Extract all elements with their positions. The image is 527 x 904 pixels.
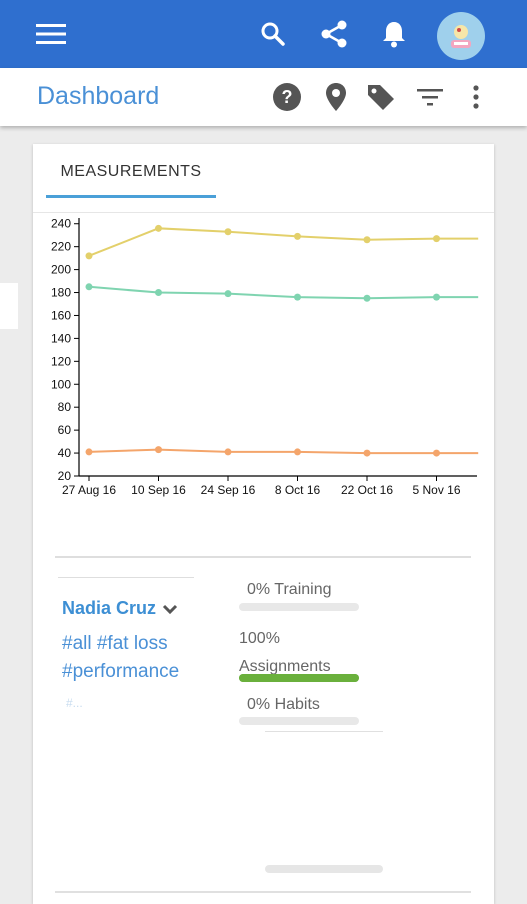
y-tick-label: 180 bbox=[51, 286, 71, 300]
location-pin-icon bbox=[326, 83, 346, 111]
more-tags: #... bbox=[66, 696, 83, 710]
data-point bbox=[85, 283, 93, 291]
data-point bbox=[224, 448, 232, 456]
series-line bbox=[88, 227, 479, 257]
divider bbox=[33, 212, 494, 213]
tab-measurements[interactable]: MEASUREMENTS bbox=[60, 163, 202, 180]
tag-icon bbox=[368, 85, 394, 110]
page-title: Dashboard bbox=[37, 82, 160, 110]
chevron-down-icon bbox=[162, 604, 178, 614]
data-point bbox=[433, 293, 440, 301]
help-icon: ? bbox=[273, 83, 301, 111]
data-point bbox=[433, 235, 440, 243]
data-point bbox=[363, 449, 371, 457]
tag-link[interactable]: #fat loss bbox=[96, 633, 168, 654]
divider bbox=[55, 556, 471, 558]
progress-bar-training bbox=[239, 603, 359, 611]
data-point bbox=[294, 293, 301, 301]
data-point bbox=[85, 448, 93, 456]
client-tags: #all #fat loss #performance bbox=[62, 630, 212, 686]
progress-label-habits: 0% Habits bbox=[247, 696, 320, 713]
filter-icon bbox=[417, 89, 443, 106]
avatar-image bbox=[451, 25, 471, 48]
x-tick-label: 24 Sep 16 bbox=[201, 483, 256, 497]
chart-svg: 20 40 60 80 100 120 140 160 180 200 220 240 27 Aug 1… bbox=[51, 217, 479, 497]
x-tick-label: 5 Nov 16 bbox=[412, 483, 460, 497]
progress-label-training: 0% Training bbox=[247, 581, 332, 598]
tab-indicator bbox=[46, 195, 216, 198]
y-tick-label: 140 bbox=[51, 331, 71, 345]
progress-bar-assignments bbox=[239, 674, 359, 682]
data-point bbox=[155, 289, 162, 297]
measurements-chart: 20 40 60 80 100 120 140 160 180 200 220 240 27 Aug 1… bbox=[33, 213, 494, 513]
page-toolbar: Dashboard ? bbox=[0, 68, 527, 126]
x-tick-label: 10 Sep 16 bbox=[131, 483, 186, 497]
svg-text:?: ? bbox=[282, 87, 293, 107]
x-tick-label: 22 Oct 16 bbox=[341, 483, 393, 497]
y-tick-label: 100 bbox=[51, 377, 71, 391]
menu-icon bbox=[36, 24, 66, 44]
series-line bbox=[88, 448, 479, 455]
divider bbox=[265, 731, 383, 732]
y-tick-label: 160 bbox=[51, 308, 71, 322]
data-point bbox=[294, 448, 301, 456]
progress-bar-habits bbox=[239, 717, 359, 725]
y-tick-label: 240 bbox=[51, 217, 71, 231]
search-icon bbox=[261, 22, 285, 46]
y-tick-label: 120 bbox=[51, 354, 71, 368]
x-tick-label: 27 Aug 16 bbox=[62, 483, 116, 497]
data-point bbox=[155, 446, 162, 454]
scroll-handle[interactable] bbox=[265, 865, 383, 873]
help-button[interactable]: ? bbox=[270, 80, 304, 114]
app-bar bbox=[0, 0, 527, 68]
x-tick-label: 8 Oct 16 bbox=[275, 483, 321, 497]
dashboard-card: MEASUREMENTS 20 40 60 80 100 120 140 160 180 200 2… bbox=[33, 144, 494, 904]
avatar[interactable] bbox=[437, 12, 485, 60]
client-name: Nadia Cruz bbox=[62, 598, 157, 618]
y-tick-label: 220 bbox=[51, 240, 71, 254]
client-selector[interactable]: Nadia Cruz bbox=[62, 598, 178, 619]
divider bbox=[55, 891, 471, 893]
y-tick-label: 60 bbox=[58, 423, 72, 437]
data-point bbox=[224, 290, 232, 298]
y-tick-label: 80 bbox=[58, 400, 72, 414]
data-point bbox=[433, 449, 440, 457]
series-line bbox=[88, 285, 479, 300]
tags-button[interactable] bbox=[364, 80, 398, 114]
side-drawer-edge[interactable] bbox=[0, 283, 18, 329]
progress-label-assignments: 100% Assignments bbox=[239, 630, 331, 675]
share-icon bbox=[321, 20, 347, 48]
data-point bbox=[363, 236, 371, 244]
notifications-button[interactable] bbox=[374, 14, 414, 54]
filter-button[interactable] bbox=[413, 80, 447, 114]
data-point bbox=[155, 224, 162, 232]
progress-fill bbox=[239, 674, 359, 682]
bell-icon bbox=[383, 22, 405, 48]
data-point bbox=[224, 228, 232, 236]
y-tick-label: 40 bbox=[58, 446, 72, 460]
data-point bbox=[294, 232, 301, 240]
y-tick-label: 200 bbox=[51, 263, 71, 277]
divider bbox=[58, 577, 194, 578]
search-button[interactable] bbox=[253, 14, 293, 54]
data-point bbox=[85, 252, 93, 260]
more-vert-icon bbox=[473, 85, 479, 109]
share-button[interactable] bbox=[314, 14, 354, 54]
data-point bbox=[363, 294, 371, 302]
location-button[interactable] bbox=[319, 80, 353, 114]
menu-button[interactable] bbox=[31, 14, 71, 54]
y-tick-label: 20 bbox=[58, 469, 72, 483]
tag-link[interactable]: #all bbox=[62, 633, 92, 654]
more-options-button[interactable] bbox=[459, 80, 493, 114]
tag-link[interactable]: #performance bbox=[62, 661, 180, 682]
